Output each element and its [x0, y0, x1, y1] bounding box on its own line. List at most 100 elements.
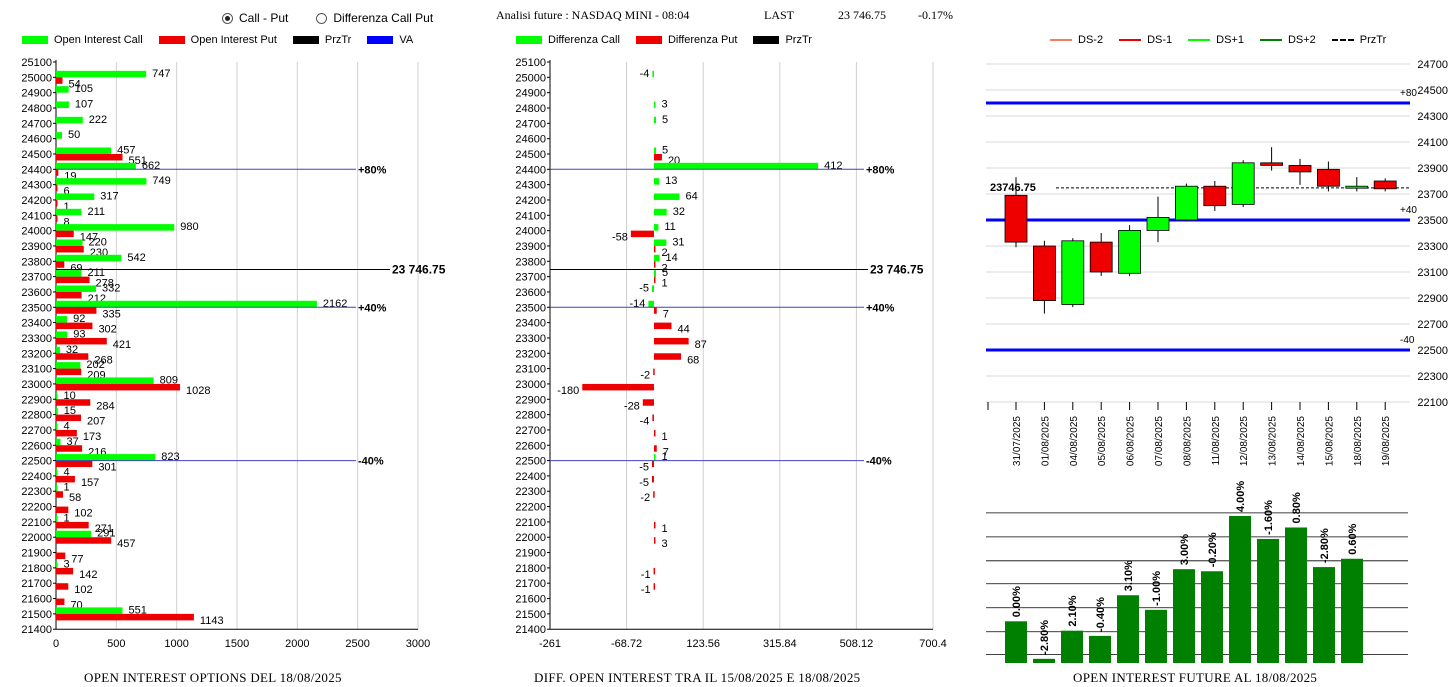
put-bar — [653, 491, 655, 498]
strike-label: 25000 — [21, 72, 52, 84]
legend-line — [1259, 39, 1282, 41]
call-bar — [56, 392, 58, 400]
strike-label: 23000 — [515, 379, 546, 391]
candle-body — [1061, 240, 1085, 305]
legend-item: Open Interest Call — [22, 34, 143, 46]
legend-item: Differenza Call — [516, 34, 620, 46]
candle-body — [1345, 185, 1369, 189]
oi-bar — [1061, 630, 1083, 663]
call-bar — [653, 208, 667, 216]
call-bar — [56, 86, 69, 93]
call-value-label: 211 — [87, 267, 105, 279]
legend-item: PrzTr — [292, 34, 351, 46]
strike-label: 23300 — [515, 333, 546, 345]
caption-right: OPEN INTEREST FUTURE AL 18/08/2025 — [1073, 670, 1318, 685]
put-value-label: -1 — [641, 584, 651, 596]
put-value-label: 1 — [64, 201, 70, 213]
radio-differenza[interactable]: Differenza Call Put — [316, 11, 433, 25]
put-value-label: -1 — [641, 569, 651, 581]
legend-item: DS+1 — [1188, 34, 1244, 46]
y-tick-label: 22700 — [1417, 319, 1448, 331]
legend-label: DS-2 — [1078, 34, 1104, 46]
legend-label: DS-1 — [1147, 34, 1173, 46]
strike-label: 21900 — [515, 548, 546, 560]
call-value-label: 980 — [180, 221, 198, 233]
put-value-label: -2 — [640, 492, 650, 504]
put-value-label: 302 — [98, 324, 116, 336]
call-bar — [56, 454, 156, 461]
date-label: 08/08/2025 — [1182, 416, 1193, 466]
strike-label: 24100 — [515, 210, 546, 222]
va-label: -40% — [358, 456, 384, 468]
legend-line — [1188, 39, 1211, 41]
radio-call-put[interactable]: Call - Put — [222, 11, 288, 25]
put-bar — [56, 475, 75, 483]
call-value-label: 1 — [64, 512, 70, 524]
call-bar — [56, 239, 83, 246]
call-bar — [56, 408, 58, 415]
put-bar — [582, 383, 654, 391]
legend-item: DS+2 — [1259, 34, 1316, 46]
call-value-label: 749 — [152, 175, 170, 187]
radio-selected-icon — [222, 12, 233, 24]
legend-line — [1050, 39, 1072, 41]
date-label: 04/08/2025 — [1069, 416, 1080, 466]
call-value-label: -14 — [629, 298, 645, 310]
strike-label: 23800 — [21, 256, 52, 268]
call-bar — [653, 193, 680, 200]
put-value-label: 147 — [80, 232, 98, 244]
candle-body — [1288, 165, 1312, 173]
legend-label: PrzTr — [1359, 34, 1387, 46]
strike-label: 21900 — [21, 548, 52, 560]
radio-differenza-label: Differenza Call Put — [333, 11, 434, 25]
strike-label: 24400 — [515, 164, 546, 176]
put-bar — [630, 230, 654, 238]
call-bar — [56, 607, 123, 614]
open-interest-future-chart: 0.00% -2.80% 2.10% -0.40% 3.10% -1.00% 3.00% -0… — [986, 481, 1408, 663]
call-bar — [56, 331, 68, 338]
call-bar — [653, 270, 656, 277]
call-value-label: 14 — [666, 252, 678, 264]
call-value-label: 551 — [128, 604, 146, 616]
put-bar — [56, 77, 63, 84]
call-bar — [653, 254, 660, 262]
put-bar — [56, 506, 69, 514]
strike-label: 22000 — [515, 532, 546, 544]
put-bar — [653, 337, 689, 345]
radio-call-put-label: Call - Put — [239, 11, 289, 25]
date-label: 05/08/2025 — [1097, 416, 1108, 466]
y-tick-label: 23100 — [1417, 267, 1448, 279]
strike-label: 23500 — [21, 302, 52, 314]
put-value-label: 102 — [74, 584, 92, 596]
oi-pct-label: 3.00% — [1179, 534, 1191, 565]
call-value-label: -4 — [640, 68, 650, 80]
put-bar — [56, 276, 90, 284]
call-bar — [56, 116, 83, 124]
strike-label: 24800 — [515, 103, 546, 115]
call-bar — [653, 101, 656, 108]
legend-label: PrzTr — [785, 34, 812, 46]
date-label: 01/08/2025 — [1040, 416, 1051, 466]
oi-pct-label: -2.80% — [1319, 528, 1331, 563]
strike-label: 22000 — [21, 532, 52, 544]
strike-label: 21500 — [21, 609, 52, 621]
call-value-label: 11 — [664, 221, 675, 233]
call-bar — [56, 285, 97, 292]
date-label: 15/08/2025 — [1324, 416, 1335, 466]
call-value-label: 32 — [66, 344, 78, 356]
call-value-label: 1 — [64, 482, 70, 494]
strike-label: 24400 — [21, 164, 52, 176]
call-value-label: 222 — [89, 114, 107, 126]
put-bar — [56, 230, 74, 238]
call-value-label: 50 — [68, 129, 80, 141]
strike-label: 22500 — [515, 456, 546, 468]
y-tick-label: 22500 — [1417, 345, 1448, 357]
put-value-label: 142 — [79, 569, 97, 581]
put-bar — [653, 521, 656, 529]
put-bar — [56, 353, 89, 360]
strike-label: 22700 — [21, 425, 52, 437]
oi-bar — [1173, 569, 1195, 663]
call-bar — [56, 515, 58, 522]
strike-label: 22100 — [21, 517, 52, 529]
x-tick-label: 500 — [107, 638, 125, 650]
